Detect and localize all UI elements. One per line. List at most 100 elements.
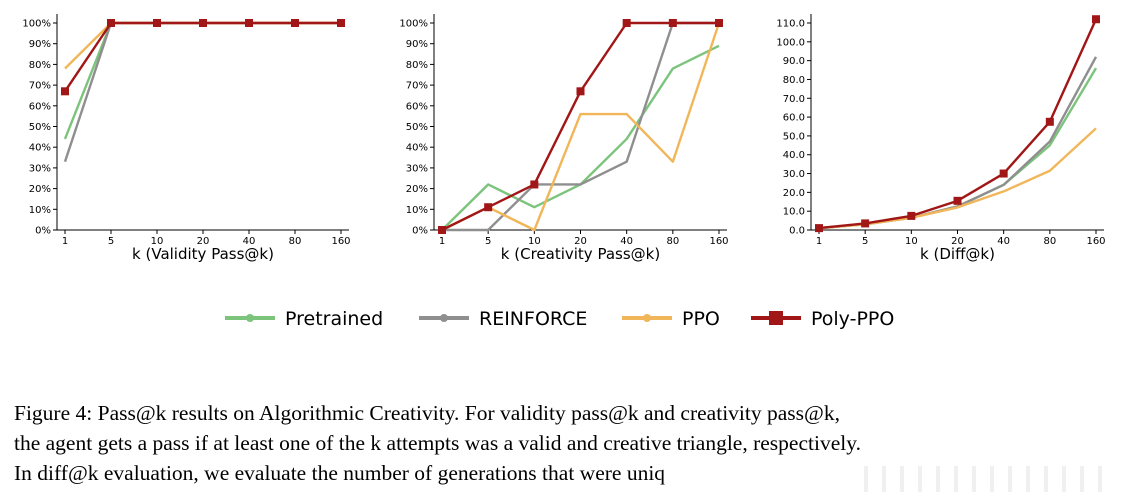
legend-marker-square — [769, 311, 783, 325]
y-tick-label: 80.0 — [783, 75, 805, 86]
y-tick-label: 70% — [406, 81, 428, 92]
x-tick-label: 5 — [485, 236, 491, 247]
x-tick-label: 10 — [151, 236, 164, 247]
data-point-poly-ppo — [953, 196, 962, 205]
y-tick-label: 80% — [406, 60, 428, 71]
data-point-poly-ppo — [291, 19, 299, 27]
data-point-poly-ppo — [199, 19, 207, 27]
y-tick-label: 50.0 — [783, 131, 805, 142]
data-point-poly-ppo — [1045, 117, 1054, 126]
caption-line-3: In diff@k evaluation, we evaluate the nu… — [14, 461, 666, 485]
data-point-poly-ppo — [61, 87, 69, 96]
x-tick-label: 10 — [528, 236, 541, 247]
data-point-poly-ppo — [999, 169, 1008, 178]
data-point-poly-ppo — [576, 87, 585, 96]
x-tick-label: 5 — [862, 236, 868, 247]
legend-marker-circle — [246, 314, 254, 322]
x-tick-label: 20 — [951, 236, 964, 247]
y-tick-label: 110.0 — [776, 19, 805, 30]
legend-label: PPO — [682, 308, 720, 330]
y-tick-label: 20.0 — [783, 188, 805, 199]
series-line-ppo — [441, 22, 721, 232]
x-tick-label: 80 — [1043, 236, 1056, 247]
chart-panels: 0%10%20%30%40%50%60%70%80%90%100%1 5 10 20 4… — [22, 14, 1106, 263]
data-point-poly-ppo — [337, 19, 345, 27]
y-tick-label: 70% — [29, 81, 51, 92]
data-point-poly-ppo — [438, 226, 446, 234]
data-point-poly-ppo — [153, 19, 161, 27]
y-tick-label: 10.0 — [783, 207, 805, 218]
y-tick-label: 10% — [406, 205, 428, 216]
legend-item-poly-ppo: Poly-PPO — [751, 308, 894, 330]
y-tick-label: 20% — [29, 184, 51, 195]
y-tick-label: 60% — [29, 101, 51, 112]
y-tick-label: 0.0 — [789, 226, 805, 237]
data-point-poly-ppo — [715, 19, 723, 27]
y-tick-label: 90% — [29, 39, 51, 50]
chart-panel-2: 0% 10% 20% 30% 40% 50% 60% 70% 80% 90% 100% 1 5 10 20 4… — [399, 14, 729, 263]
y-tick-label: 90% — [406, 39, 428, 50]
y-tick-label: 40% — [29, 143, 51, 154]
chart-panel-3: 0.0 10.0 20.0 30.0 40.0 50.0 60.0 70.0 80.0 90.0 1… — [776, 14, 1106, 263]
x-tick-label: 40 — [620, 236, 633, 247]
y-tick-label: 60.0 — [783, 113, 805, 124]
y-tick-label: 10% — [29, 205, 51, 216]
data-point-poly-ppo — [861, 219, 870, 228]
x-tick-label: 1 — [439, 236, 445, 247]
x-axis-title: k (Creativity Pass@k) — [501, 245, 660, 263]
chart-panel-1: 0% 10% 20% 30% 40% 50% 60% 70% 80% 90% 100% 1 5 10 20 4… — [22, 14, 351, 263]
x-tick-label: 1 — [816, 236, 822, 247]
series-line-ppo — [818, 127, 1097, 230]
y-tick-label: 80% — [29, 60, 51, 71]
series-line-poly-ppo — [818, 18, 1098, 230]
y-tick-label: 30% — [29, 163, 51, 174]
y-tick-label: 100.0 — [776, 37, 805, 48]
y-tick-label: 40% — [406, 143, 428, 154]
legend-item-ppo: PPO — [622, 308, 720, 330]
legend-label: REINFORCE — [479, 308, 587, 330]
x-tick-label: 80 — [666, 236, 679, 247]
y-tick-label: 100% — [22, 19, 51, 30]
data-point-poly-ppo — [815, 224, 823, 233]
legend-item-reinforce: REINFORCE — [419, 308, 587, 330]
y-tick-label: 90.0 — [783, 56, 805, 67]
y-tick-label: 30% — [406, 163, 428, 174]
watermark-overlay — [850, 466, 1112, 492]
x-axis-title: k (Validity Pass@k) — [132, 245, 274, 263]
data-point-poly-ppo — [907, 211, 916, 220]
data-point-poly-ppo — [530, 180, 539, 189]
legend-label: Poly-PPO — [811, 308, 894, 330]
x-tick-label: 20 — [197, 236, 210, 247]
data-point-poly-ppo — [1092, 15, 1100, 24]
data-point-poly-ppo — [668, 19, 677, 27]
y-tick-label: 40.0 — [783, 150, 805, 161]
series-line-reinforce — [442, 21, 719, 232]
caption-line-2: the agent gets a pass if at least one of… — [14, 431, 861, 455]
data-point-poly-ppo — [622, 19, 631, 27]
data-point-poly-ppo — [484, 203, 493, 212]
y-tick-label: 0% — [412, 226, 428, 237]
x-tick-label: 160 — [331, 236, 350, 247]
legend-item-pretrained: Pretrained — [225, 308, 383, 330]
x-tick-label: 80 — [289, 236, 302, 247]
x-tick-label: 160 — [709, 236, 728, 247]
y-tick-label: 60% — [406, 101, 428, 112]
series-line-pretrained — [441, 44, 720, 231]
series-line-poly-ppo — [441, 21, 719, 232]
legend-label: Pretrained — [285, 308, 383, 330]
figure-caption: Figure 4: Pass@k results on Algorithmic … — [14, 398, 1116, 488]
y-tick-label: 70.0 — [783, 94, 805, 105]
x-tick-label: 40 — [997, 236, 1010, 247]
x-tick-label: 160 — [1086, 236, 1105, 247]
y-tick-label: 50% — [29, 122, 51, 133]
data-point-poly-ppo — [245, 19, 253, 27]
legend: Pretrained REINFORCE PPO Poly-PPO — [225, 308, 894, 330]
y-tick-label: 20% — [406, 184, 428, 195]
y-tick-label: 0% — [35, 226, 51, 237]
x-tick-label: 1 — [62, 236, 68, 247]
caption-line-1: Figure 4: Pass@k results on Algorithmic … — [14, 401, 840, 425]
x-tick-label: 20 — [574, 236, 587, 247]
legend-marker-circle — [440, 314, 448, 322]
y-tick-label: 30.0 — [783, 169, 805, 180]
